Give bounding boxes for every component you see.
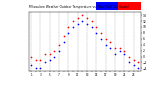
Point (137, 62, 140, 63)
Point (91, 20, 93, 22)
Point (35, 68, 37, 69)
Point (58, 50, 60, 51)
Point (95, 32, 98, 34)
Point (95, 26, 98, 28)
Point (67, 32, 70, 34)
Point (114, 47, 116, 48)
Point (100, 38, 102, 39)
Bar (118, 2, 141, 10)
Point (39, 59, 42, 60)
Point (63, 41, 65, 42)
Point (123, 53, 126, 54)
Point (48, 59, 51, 60)
Point (100, 32, 102, 34)
Point (114, 53, 116, 54)
Point (72, 20, 74, 22)
Point (104, 44, 107, 45)
Point (53, 56, 56, 57)
Point (137, 68, 140, 69)
Point (44, 62, 46, 63)
Point (30, 56, 32, 57)
Point (109, 41, 112, 42)
Point (48, 53, 51, 54)
Point (91, 26, 93, 28)
Point (104, 38, 107, 39)
Point (44, 53, 46, 54)
Point (119, 50, 121, 51)
Bar (96, 2, 118, 10)
Point (132, 65, 135, 66)
Point (109, 47, 112, 48)
Point (81, 14, 84, 16)
Point (76, 23, 79, 25)
Point (123, 50, 126, 51)
Point (67, 26, 70, 28)
Point (86, 17, 88, 19)
Point (53, 50, 56, 51)
Point (81, 20, 84, 22)
Point (30, 65, 32, 66)
Point (128, 62, 130, 63)
Point (58, 44, 60, 45)
Point (86, 23, 88, 25)
Point (63, 35, 65, 37)
Text: Milwaukee Weather Outdoor Temperature vs Wind Chill (24 Hours): Milwaukee Weather Outdoor Temperature vs… (29, 5, 128, 9)
Point (76, 17, 79, 19)
Point (35, 59, 37, 60)
Point (119, 47, 121, 48)
Point (39, 68, 42, 69)
Point (72, 26, 74, 28)
Point (132, 59, 135, 60)
Point (128, 56, 130, 57)
